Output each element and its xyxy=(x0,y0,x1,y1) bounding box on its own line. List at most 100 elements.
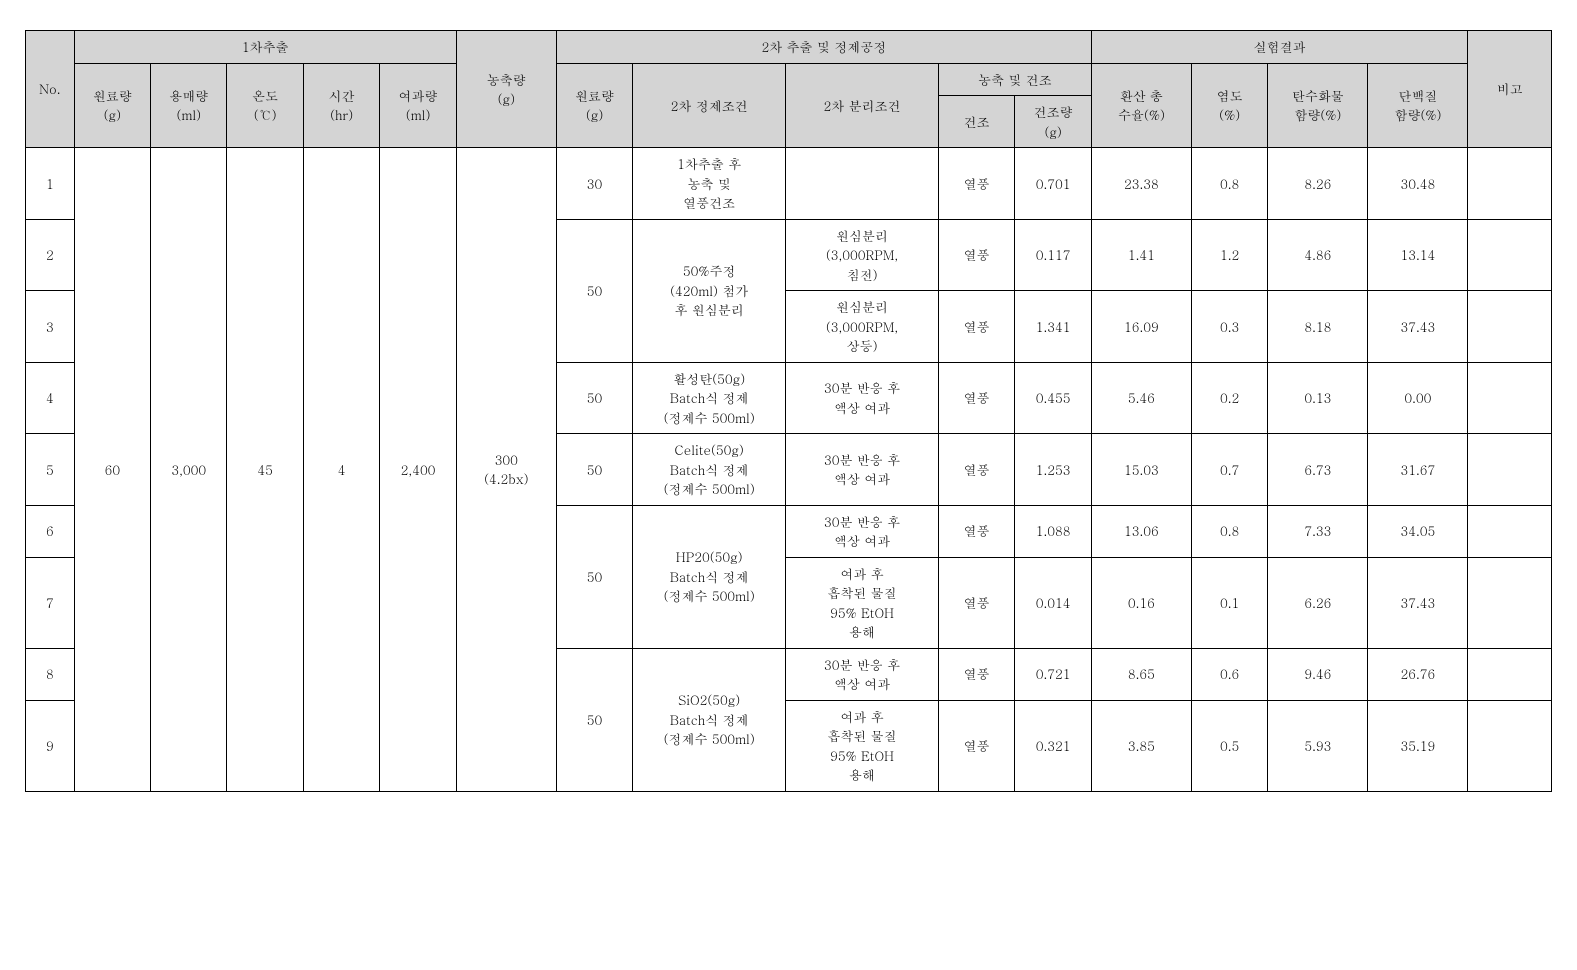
cell-note xyxy=(1468,219,1552,291)
cell-raw2: 30 xyxy=(556,148,632,220)
cell-purify: HP20(50g) Batch식 정제 (정제수 500ml) xyxy=(633,505,786,648)
hdr-sep: 2차 분리조건 xyxy=(786,63,939,148)
hdr-no: No. xyxy=(26,31,75,148)
cell-purify: 50%주정 (420ml) 첨가 후 원심분리 xyxy=(633,219,786,362)
hdr-purify: 2차 정제조건 xyxy=(633,63,786,148)
cell-sep: 30분 반응 후 액상 여과 xyxy=(786,505,939,557)
cell-dry: 열풍 xyxy=(938,557,1014,648)
cell-dry-amt: 0.321 xyxy=(1015,700,1091,791)
cell-sep: 여과 후 흡착된 물질 95% EtOH 용해 xyxy=(786,700,939,791)
cell-carb: 6.26 xyxy=(1268,557,1368,648)
cell-yield: 23.38 xyxy=(1091,148,1191,220)
cell-protein: 30.48 xyxy=(1368,148,1468,220)
cell-no: 3 xyxy=(26,291,75,363)
table-body: 1 60 3,000 45 4 2,400 300 (4.2bx) 30 1차추… xyxy=(26,148,1552,792)
table-row: 1 60 3,000 45 4 2,400 300 (4.2bx) 30 1차추… xyxy=(26,148,1552,220)
cell-dry-amt: 1.088 xyxy=(1015,505,1091,557)
cell-carb: 4.86 xyxy=(1268,219,1368,291)
cell-temp: 45 xyxy=(227,148,303,792)
cell-salt: 1.2 xyxy=(1191,219,1267,291)
cell-salt: 0.2 xyxy=(1191,362,1267,434)
cell-time: 4 xyxy=(303,148,379,792)
cell-carb: 0.13 xyxy=(1268,362,1368,434)
cell-sep: 여과 후 흡착된 물질 95% EtOH 용해 xyxy=(786,557,939,648)
cell-yield: 16.09 xyxy=(1091,291,1191,363)
cell-carb: 6.73 xyxy=(1268,434,1368,506)
cell-no: 2 xyxy=(26,219,75,291)
cell-raw: 60 xyxy=(74,148,150,792)
hdr-note: 비고 xyxy=(1468,31,1552,148)
cell-purify: Celite(50g) Batch식 정제 (정제수 500ml) xyxy=(633,434,786,506)
cell-conc: 300 (4.2bx) xyxy=(456,148,556,792)
cell-sep: 30분 반응 후 액상 여과 xyxy=(786,648,939,700)
cell-no: 1 xyxy=(26,148,75,220)
cell-dry: 열풍 xyxy=(938,700,1014,791)
cell-no: 9 xyxy=(26,700,75,791)
cell-protein: 26.76 xyxy=(1368,648,1468,700)
cell-dry-amt: 0.701 xyxy=(1015,148,1091,220)
cell-protein: 37.43 xyxy=(1368,291,1468,363)
cell-no: 6 xyxy=(26,505,75,557)
cell-note xyxy=(1468,362,1552,434)
cell-salt: 0.8 xyxy=(1191,505,1267,557)
cell-purify: 활성탄(50g) Batch식 정제 (정제수 500ml) xyxy=(633,362,786,434)
cell-carb: 8.26 xyxy=(1268,148,1368,220)
cell-raw2: 50 xyxy=(556,434,632,506)
cell-protein: 13.14 xyxy=(1368,219,1468,291)
cell-note xyxy=(1468,505,1552,557)
cell-sep: 30분 반응 후 액상 여과 xyxy=(786,362,939,434)
cell-no: 7 xyxy=(26,557,75,648)
experiment-table: No. 1차추출 농축량 (g) 2차 추출 및 정제공정 실험결과 비고 원료… xyxy=(25,30,1552,792)
cell-sep: 30분 반응 후 액상 여과 xyxy=(786,434,939,506)
cell-raw2: 50 xyxy=(556,648,632,791)
cell-purify: SiO2(50g) Batch식 정제 (정제수 500ml) xyxy=(633,648,786,791)
cell-carb: 5.93 xyxy=(1268,700,1368,791)
hdr-group1: 1차추출 xyxy=(74,31,456,64)
hdr-time: 시간 (hr) xyxy=(303,63,379,148)
cell-yield: 0.16 xyxy=(1091,557,1191,648)
cell-protein: 0.00 xyxy=(1368,362,1468,434)
cell-no: 5 xyxy=(26,434,75,506)
cell-yield: 13.06 xyxy=(1091,505,1191,557)
hdr-raw2: 원료량 (g) xyxy=(556,63,632,148)
cell-protein: 35.19 xyxy=(1368,700,1468,791)
cell-note xyxy=(1468,291,1552,363)
cell-note xyxy=(1468,434,1552,506)
cell-yield: 1.41 xyxy=(1091,219,1191,291)
cell-carb: 9.46 xyxy=(1268,648,1368,700)
cell-salt: 0.1 xyxy=(1191,557,1267,648)
cell-purify: 1차추출 후 농축 및 열풍건조 xyxy=(633,148,786,220)
cell-sep: 원심분리 (3,000RPM, 상등) xyxy=(786,291,939,363)
cell-dry-amt: 0.721 xyxy=(1015,648,1091,700)
cell-sep: 원심분리 (3,000RPM, 침전) xyxy=(786,219,939,291)
hdr-protein: 단백질 함량(%) xyxy=(1368,63,1468,148)
cell-dry: 열풍 xyxy=(938,505,1014,557)
hdr-raw: 원료량 (g) xyxy=(74,63,150,148)
cell-salt: 0.5 xyxy=(1191,700,1267,791)
hdr-yield: 환산 총 수율(%) xyxy=(1091,63,1191,148)
hdr-conc: 농축량 (g) xyxy=(456,31,556,148)
cell-dry-amt: 1.253 xyxy=(1015,434,1091,506)
cell-raw2: 50 xyxy=(556,505,632,648)
cell-dry: 열풍 xyxy=(938,291,1014,363)
hdr-group3: 실험결과 xyxy=(1091,31,1468,64)
cell-note xyxy=(1468,700,1552,791)
cell-dry: 열풍 xyxy=(938,434,1014,506)
hdr-filtrate: 여과량 (ml) xyxy=(380,63,456,148)
cell-dry-amt: 0.117 xyxy=(1015,219,1091,291)
cell-salt: 0.8 xyxy=(1191,148,1267,220)
cell-yield: 15.03 xyxy=(1091,434,1191,506)
hdr-group2: 2차 추출 및 정제공정 xyxy=(556,31,1091,64)
table-header: No. 1차추출 농축량 (g) 2차 추출 및 정제공정 실험결과 비고 원료… xyxy=(26,31,1552,148)
cell-dry: 열풍 xyxy=(938,648,1014,700)
cell-raw2: 50 xyxy=(556,219,632,362)
hdr-carb: 탄수화물 함량(%) xyxy=(1268,63,1368,148)
cell-dry: 열풍 xyxy=(938,219,1014,291)
cell-carb: 8.18 xyxy=(1268,291,1368,363)
cell-salt: 0.3 xyxy=(1191,291,1267,363)
cell-note xyxy=(1468,648,1552,700)
hdr-dry: 건조 xyxy=(938,96,1014,148)
cell-dry-amt: 0.014 xyxy=(1015,557,1091,648)
cell-protein: 34.05 xyxy=(1368,505,1468,557)
cell-no: 4 xyxy=(26,362,75,434)
